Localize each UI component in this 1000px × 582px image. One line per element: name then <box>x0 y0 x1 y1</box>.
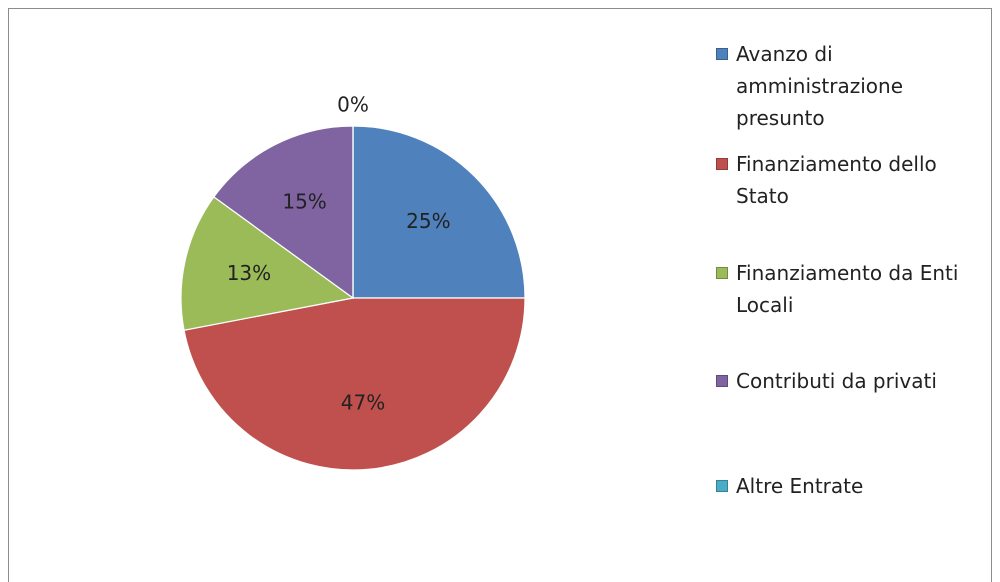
legend-item: Finanziamento dello Stato <box>716 148 966 212</box>
legend-label: Finanziamento dello Stato <box>736 152 937 208</box>
legend-swatch <box>716 158 728 170</box>
pie-slice <box>213 125 354 300</box>
pie-slice <box>352 125 526 299</box>
legend-swatch <box>716 480 728 492</box>
legend-label: Contributi da privati <box>736 369 937 393</box>
legend-label: Altre Entrate <box>736 474 864 498</box>
legend-label: Finanziamento da Enti Locali <box>736 261 959 317</box>
legend-item: Contributi da privati <box>716 365 966 397</box>
pie-slice <box>183 297 526 471</box>
data-label: 15% <box>282 189 326 213</box>
legend-item: Altre Entrate <box>716 470 966 502</box>
legend-swatch <box>716 48 728 60</box>
data-label: 25% <box>406 209 450 233</box>
legend-label: Avanzo di amministrazione presunto <box>736 42 904 130</box>
legend-swatch <box>716 375 728 387</box>
pie: 25% 47% 13% 15% 0% <box>180 93 526 471</box>
data-label: 13% <box>227 261 271 285</box>
legend-item: Avanzo di amministrazione presunto <box>716 38 966 134</box>
legend-item: Finanziamento da Enti Locali <box>716 257 966 321</box>
data-label: 0% <box>337 93 369 117</box>
chart-frame <box>8 8 992 582</box>
data-label: 47% <box>341 391 385 415</box>
pie-slice <box>180 196 355 331</box>
legend-swatch <box>716 267 728 279</box>
